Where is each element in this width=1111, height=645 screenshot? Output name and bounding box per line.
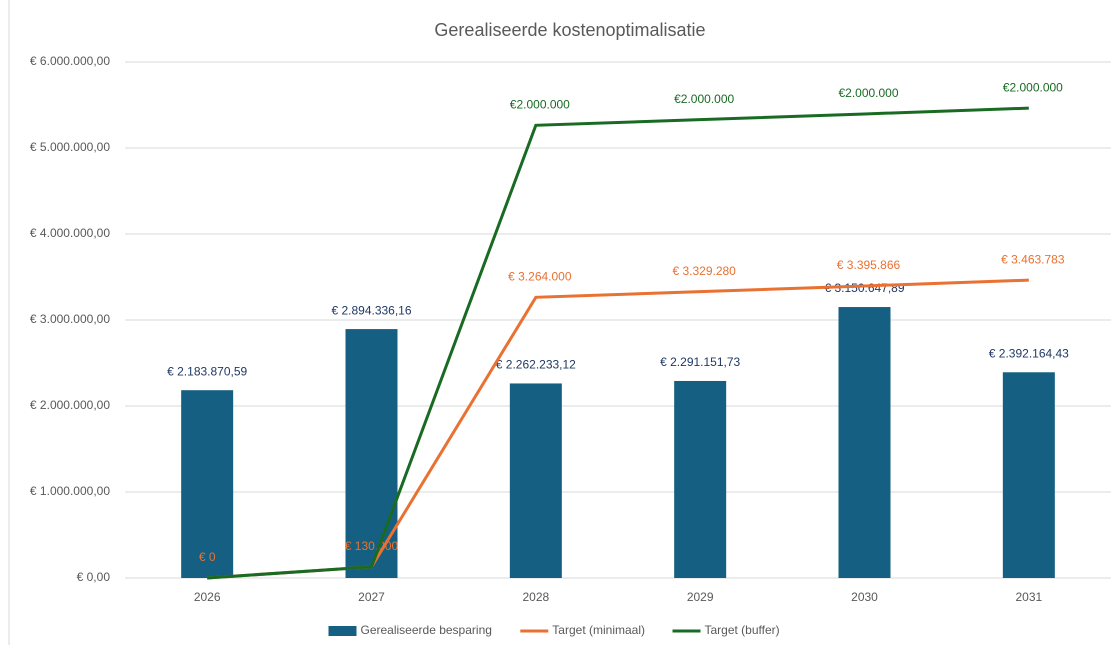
- legend-swatch: [328, 626, 357, 636]
- x-tick-label: 2027: [358, 590, 385, 604]
- line-value-label: € 130.000: [345, 539, 399, 553]
- line: [207, 106, 1029, 580]
- line-value-label: €2.000.000: [838, 86, 898, 100]
- y-tick-label: € 2.000.000,00: [30, 398, 110, 412]
- x-tick-label: 2028: [522, 590, 549, 604]
- y-tick-label: € 1.000.000,00: [30, 484, 110, 498]
- line-value-label: € 3.329.280: [672, 264, 736, 278]
- bar: [1002, 372, 1055, 578]
- legend-label: Target (minimaal): [552, 623, 645, 637]
- line-value-label: € 3.463.783: [1001, 252, 1065, 266]
- line-value-label: €2.000.000: [1003, 80, 1063, 94]
- line-value-label: € 0: [199, 550, 216, 564]
- x-tick-label: 2029: [687, 590, 714, 604]
- bar: [674, 380, 727, 578]
- bar: [509, 383, 562, 578]
- legend-label: Target (buffer): [705, 623, 780, 637]
- line-value-label: € 3.264.000: [508, 269, 572, 283]
- y-tick-label: € 6.000.000,00: [30, 54, 110, 68]
- y-tick-label: € 0,00: [77, 570, 111, 584]
- y-tick-label: € 5.000.000,00: [30, 140, 110, 154]
- chart-title: Gerealiseerde kostenoptimalisatie: [434, 20, 705, 40]
- x-tick-label: 2031: [1015, 590, 1042, 604]
- line-value-label: €2.000.000: [510, 97, 570, 111]
- bar-value-label: € 2.183.870,59: [167, 364, 247, 378]
- line: [207, 278, 1029, 580]
- bar-value-label: € 2.392.164,43: [989, 346, 1069, 360]
- legend-label: Gerealiseerde besparing: [361, 623, 492, 637]
- y-tick-label: € 4.000.000,00: [30, 226, 110, 240]
- x-tick-label: 2030: [851, 590, 878, 604]
- bar: [838, 307, 891, 578]
- bar-value-label: € 2.894.336,16: [331, 303, 411, 317]
- x-tick-label: 2026: [194, 590, 221, 604]
- bar-value-label: € 2.262.233,12: [496, 358, 576, 372]
- line-value-label: €2.000.000: [674, 92, 734, 106]
- bar-value-label: € 2.291.151,73: [660, 355, 740, 369]
- y-tick-label: € 3.000.000,00: [30, 312, 110, 326]
- bar: [181, 390, 234, 578]
- line-value-label: € 3.395.866: [837, 258, 901, 272]
